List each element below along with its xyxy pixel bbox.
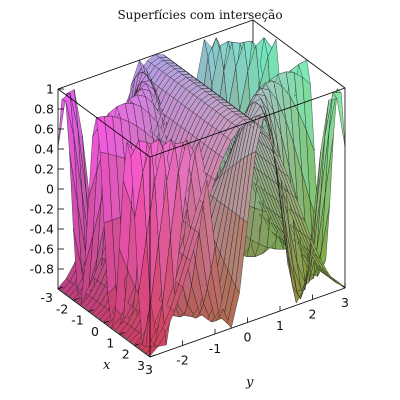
- x-tick-label: 1: [106, 335, 114, 350]
- y-tick-label: -1: [209, 341, 221, 356]
- x-tick-label: -2: [56, 301, 68, 316]
- box-edge: [57, 88, 151, 158]
- x-tick-mark: [103, 320, 110, 324]
- z-tick-label: -0.4: [30, 222, 54, 237]
- z-tick-label: -0.6: [30, 242, 54, 257]
- x-axis-label: x: [103, 358, 111, 373]
- x-tick-label: 3: [137, 358, 145, 373]
- z-tick-label: -0.2: [30, 202, 54, 217]
- chart-title: Superfícies com interseção: [117, 8, 282, 22]
- box-edge: [149, 87, 346, 158]
- z-tick-label: 1: [46, 82, 54, 97]
- surfaces-group: [57, 37, 346, 357]
- y-tick-label: 0: [244, 330, 252, 345]
- x-tick-mark: [88, 309, 94, 313]
- z-tick-label: 0.8: [34, 102, 54, 117]
- x-tick-mark: [149, 354, 156, 358]
- corner-tick-label: 3: [145, 362, 153, 377]
- surface-patch: [332, 280, 346, 288]
- x-tick-mark: [134, 343, 140, 347]
- x-tick-label: 2: [122, 347, 130, 362]
- x-tick-mark: [119, 331, 125, 335]
- x-tick-mark: [73, 297, 79, 301]
- x-tick-mark: [57, 286, 64, 290]
- x-tick-label: 0: [91, 324, 99, 339]
- z-tick-label: 0: [46, 182, 54, 197]
- z-tick-label: 0.6: [34, 122, 54, 137]
- y-tick-label: 2: [309, 307, 317, 322]
- x-tick-label: -1: [71, 313, 83, 328]
- x-tick-label: -3: [41, 290, 53, 305]
- z-tick-label: 0.2: [34, 162, 54, 177]
- z-axis: 1 0.8 0.6 0.4 0.2 0 -0.2 -0.4 -0.6 -0.8: [30, 82, 64, 277]
- y-tick-label: -2: [176, 353, 188, 368]
- y-tick-label: 3: [341, 295, 349, 310]
- y-tick-label: 1: [276, 318, 284, 333]
- z-tick-label: 0.4: [34, 142, 54, 157]
- box-edge: [252, 19, 346, 89]
- z-tick-label: -0.8: [30, 262, 54, 277]
- y-axis-label: y: [245, 375, 254, 390]
- y-axis: -2 -1 0 1 2 3 3: [145, 283, 349, 377]
